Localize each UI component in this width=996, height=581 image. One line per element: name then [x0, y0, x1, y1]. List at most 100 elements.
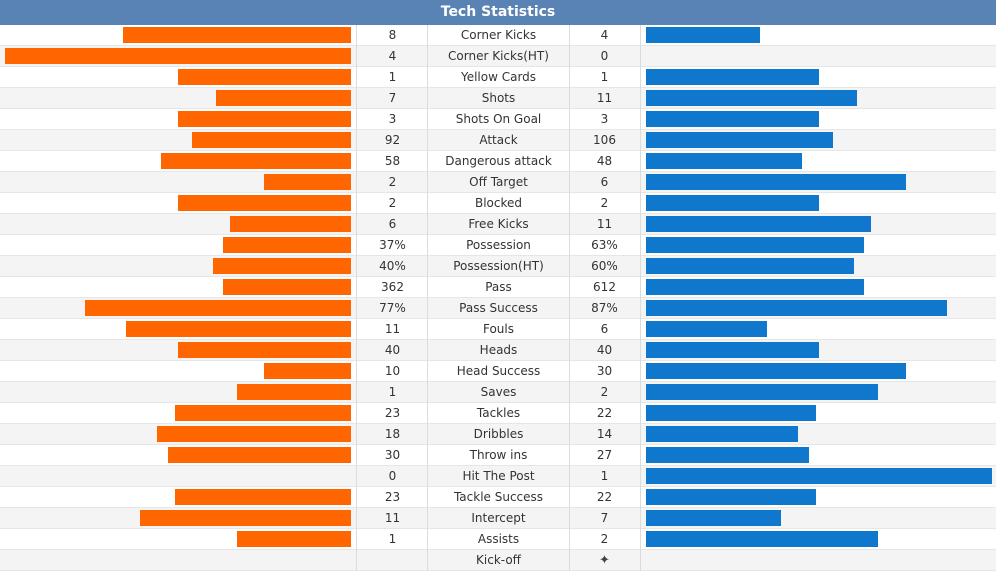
- home-bar-cell: [0, 508, 356, 529]
- home-value: 18: [356, 424, 428, 445]
- home-value: 2: [356, 172, 428, 193]
- stat-row: 7 Shots 11: [0, 88, 996, 109]
- away-bar-cell: [640, 382, 996, 403]
- away-value: 2: [600, 532, 609, 546]
- stat-label: Intercept: [427, 508, 570, 529]
- home-value: 2: [356, 193, 428, 214]
- home-value: 7: [356, 88, 428, 109]
- stat-row: 40 Heads 40: [0, 340, 996, 361]
- away-bar: [646, 405, 816, 421]
- away-bar-cell: [640, 277, 996, 298]
- stat-label: Dangerous attack: [427, 151, 570, 172]
- tech-statistics-title: Tech Statistics: [0, 0, 996, 25]
- home-value: 8: [356, 25, 428, 46]
- home-bar-cell: [0, 130, 356, 151]
- away-bar: [646, 174, 906, 190]
- home-value: 40: [356, 340, 428, 361]
- home-bar: [161, 153, 351, 169]
- away-bar: [646, 195, 819, 211]
- home-bar: [264, 174, 351, 190]
- home-bar: [123, 27, 351, 43]
- home-bar-cell: [0, 424, 356, 445]
- stat-row: 23 Tackles 22: [0, 403, 996, 424]
- home-value: 92: [356, 130, 428, 151]
- stat-label: Saves: [427, 382, 570, 403]
- home-bar-cell: [0, 25, 356, 46]
- home-bar: [237, 384, 351, 400]
- away-value: 2: [600, 385, 609, 399]
- away-bar: [646, 90, 857, 106]
- home-value: 1: [356, 67, 428, 88]
- stat-label: Heads: [427, 340, 570, 361]
- away-bar: [646, 153, 802, 169]
- stat-row: 11 Fouls 6: [0, 319, 996, 340]
- home-value: 1: [356, 382, 428, 403]
- home-bar: [168, 447, 351, 463]
- away-bar: [646, 216, 871, 232]
- kickoff-star-icon: ✦: [599, 553, 610, 568]
- stat-label: Pass: [427, 277, 570, 298]
- stat-label: Yellow Cards: [427, 67, 570, 88]
- away-bar: [646, 426, 798, 442]
- home-bar: [223, 237, 351, 253]
- away-bar-cell: [640, 424, 996, 445]
- away-bar-cell: [640, 529, 996, 550]
- away-bar-cell: [640, 235, 996, 256]
- stat-label: Shots: [427, 88, 570, 109]
- stat-label: Possession: [427, 235, 570, 256]
- away-value: 14: [596, 427, 613, 441]
- home-bar-cell: [0, 88, 356, 109]
- home-bar: [223, 279, 351, 295]
- stat-label: Free Kicks: [427, 214, 570, 235]
- home-value: 58: [356, 151, 428, 172]
- home-value: 77%: [356, 298, 428, 319]
- stat-label: Hit The Post: [427, 466, 570, 487]
- away-bar: [646, 384, 878, 400]
- away-value: 30: [596, 364, 613, 378]
- away-bar: [646, 237, 864, 253]
- away-value: 0: [600, 49, 609, 63]
- away-value: 87%: [591, 301, 618, 315]
- home-bar: [178, 342, 351, 358]
- away-bar-cell: [640, 193, 996, 214]
- home-bar-cell: [0, 403, 356, 424]
- home-value: 30: [356, 445, 428, 466]
- away-value: 106: [593, 133, 616, 147]
- stat-row: 2 Off Target 6: [0, 172, 996, 193]
- away-bar: [646, 510, 781, 526]
- away-value: 40: [596, 343, 613, 357]
- stat-row: 362 Pass 612: [0, 277, 996, 298]
- home-bar-cell: [0, 193, 356, 214]
- away-value: 6: [600, 175, 609, 189]
- stat-row: 11 Intercept 7: [0, 508, 996, 529]
- away-bar-cell: [640, 214, 996, 235]
- away-bar: [646, 489, 816, 505]
- away-bar-cell: [640, 361, 996, 382]
- away-bar-cell: [640, 172, 996, 193]
- away-bar: [646, 468, 992, 484]
- away-bar-cell: [640, 550, 996, 571]
- away-bar-cell: [640, 67, 996, 88]
- home-bar-cell: [0, 109, 356, 130]
- home-bar: [175, 489, 351, 505]
- home-bar-cell: [0, 361, 356, 382]
- home-bar: [178, 111, 351, 127]
- home-value: 11: [356, 508, 428, 529]
- home-bar: [175, 405, 351, 421]
- kickoff-away: ✦: [569, 550, 640, 571]
- away-bar-cell: [640, 256, 996, 277]
- home-value: 23: [356, 487, 428, 508]
- stat-label: Corner Kicks: [427, 25, 570, 46]
- stat-row: 37% Possession 63%: [0, 235, 996, 256]
- stat-row: 0 Hit The Post 1: [0, 466, 996, 487]
- stat-label: Off Target: [427, 172, 570, 193]
- stat-row: 23 Tackle Success 22: [0, 487, 996, 508]
- home-bar-cell: [0, 67, 356, 88]
- away-bar-cell: [640, 151, 996, 172]
- stat-row: 10 Head Success 30: [0, 361, 996, 382]
- home-bar-cell: [0, 487, 356, 508]
- away-bar: [646, 447, 809, 463]
- home-bar-cell: [0, 235, 356, 256]
- away-bar: [646, 531, 878, 547]
- away-value: 22: [596, 490, 613, 504]
